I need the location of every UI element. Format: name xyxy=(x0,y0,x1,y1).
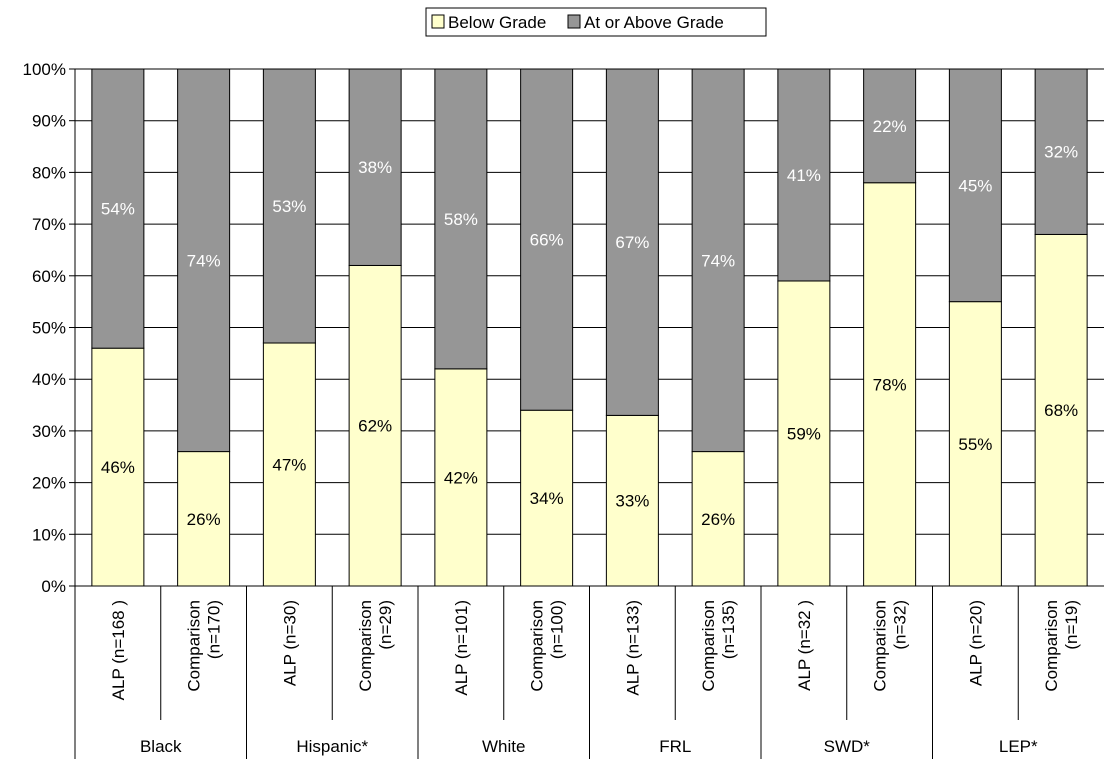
bar-at-or-above-grade xyxy=(91,68,145,349)
data-label-at-or-above-grade: 54% xyxy=(101,200,135,219)
y-tick-label: 20% xyxy=(32,474,66,493)
x-category-label: ALP (n=133) xyxy=(623,600,642,696)
x-category-label: (n=29) xyxy=(376,600,395,650)
x-category-label: Comparison xyxy=(528,600,547,692)
data-label-below-grade: 59% xyxy=(787,424,821,443)
bar-at-or-above-grade xyxy=(605,68,659,416)
y-tick-label: 100% xyxy=(23,60,66,79)
data-label-below-grade: 47% xyxy=(272,456,306,475)
bar-below-grade xyxy=(691,451,745,587)
bar-at-or-above-grade xyxy=(863,68,917,184)
data-label-below-grade: 26% xyxy=(187,510,221,529)
x-group-label: White xyxy=(482,737,525,756)
x-category-label: (n=135) xyxy=(719,600,738,659)
bar-at-or-above-grade xyxy=(177,68,231,453)
y-tick-label: 70% xyxy=(32,215,66,234)
data-label-at-or-above-grade: 74% xyxy=(187,251,221,270)
bar-below-grade xyxy=(91,347,145,587)
bars xyxy=(91,68,1088,587)
legend-label-at-or-above-grade: At or Above Grade xyxy=(584,13,724,32)
bar-at-or-above-grade xyxy=(348,68,402,266)
bar-below-grade xyxy=(434,368,488,587)
data-label-at-or-above-grade: 22% xyxy=(873,117,907,136)
y-axis-ticks: 0% 10% 20% 30% 40% 50% 60% 70% 80% 90% 100% xyxy=(23,60,75,596)
data-label-at-or-above-grade: 45% xyxy=(958,176,992,195)
x-group-label: LEP* xyxy=(999,737,1038,756)
data-label-below-grade: 78% xyxy=(873,375,907,394)
bar-at-or-above-grade xyxy=(691,68,745,453)
y-tick-label: 10% xyxy=(32,525,66,544)
x-group-label: FRL xyxy=(659,737,691,756)
legend: Below Grade At or Above Grade xyxy=(425,7,767,37)
data-label-below-grade: 55% xyxy=(958,435,992,454)
bar-at-or-above-grade xyxy=(262,68,316,344)
bar-at-or-above-grade xyxy=(520,68,574,411)
data-label-at-or-above-grade: 74% xyxy=(701,251,735,270)
x-group-label: Hispanic* xyxy=(296,737,368,756)
data-label-at-or-above-grade: 67% xyxy=(615,233,649,252)
y-tick-label: 40% xyxy=(32,370,66,389)
bar-at-or-above-grade xyxy=(948,68,1002,303)
data-label-below-grade: 34% xyxy=(530,489,564,508)
bar-labels: 46% 54% 26% 74% 47% 53% 62% 38% 42% 58% 34% 66% 33% 6… xyxy=(101,117,1078,529)
y-tick-label: 30% xyxy=(32,422,66,441)
bar-below-grade xyxy=(863,182,917,587)
data-label-below-grade: 46% xyxy=(101,458,135,477)
bar-below-grade xyxy=(348,264,402,587)
x-category-label: (n=170) xyxy=(205,600,224,659)
x-group-label: Black xyxy=(140,737,182,756)
x-category-label: ALP (n=30) xyxy=(280,600,299,686)
x-category-label: ALP (n=168 ) xyxy=(109,600,128,700)
x-category-label: ALP (n=32 ) xyxy=(795,600,814,691)
data-label-below-grade: 62% xyxy=(358,417,392,436)
x-category-label: Comparison xyxy=(871,600,890,692)
data-label-at-or-above-grade: 32% xyxy=(1044,143,1078,162)
y-tick-label: 80% xyxy=(32,163,66,182)
legend-label-below-grade: Below Grade xyxy=(448,13,546,32)
data-label-at-or-above-grade: 41% xyxy=(787,166,821,185)
y-tick-label: 90% xyxy=(32,112,66,131)
x-category-label: Comparison xyxy=(1042,600,1061,692)
x-axis-categories: ALP (n=168 ) Comparison (n=170) ALP (n=30) C… xyxy=(74,586,1081,759)
bar-at-or-above-grade xyxy=(1034,68,1088,235)
x-category-label: (n=19) xyxy=(1062,600,1081,650)
y-tick-label: 60% xyxy=(32,267,66,286)
bar-at-or-above-grade xyxy=(777,68,831,282)
x-category-label: (n=100) xyxy=(548,600,567,659)
x-category-label: Comparison xyxy=(699,600,718,692)
bar-below-grade xyxy=(520,409,574,587)
data-label-below-grade: 68% xyxy=(1044,401,1078,420)
bar-below-grade xyxy=(262,342,316,587)
bar-below-grade xyxy=(1034,233,1088,587)
bar-at-or-above-grade xyxy=(434,68,488,370)
x-category-label: ALP (n=101) xyxy=(452,600,471,696)
legend-swatch-below-grade xyxy=(431,14,445,29)
x-category-label: Comparison xyxy=(185,600,204,692)
data-label-below-grade: 26% xyxy=(701,510,735,529)
data-label-at-or-above-grade: 53% xyxy=(272,197,306,216)
data-label-at-or-above-grade: 66% xyxy=(530,231,564,250)
legend-box xyxy=(425,7,767,37)
gridlines xyxy=(75,68,1104,535)
data-label-at-or-above-grade: 58% xyxy=(444,210,478,229)
x-axis-groups: Black Hispanic* White FRL SWD* LEP* xyxy=(140,737,1038,756)
x-group-label: SWD* xyxy=(824,737,871,756)
bar-below-grade xyxy=(177,451,231,587)
x-category-label: Comparison xyxy=(356,600,375,692)
y-tick-label: 0% xyxy=(41,577,66,596)
bar-below-grade xyxy=(948,301,1002,587)
legend-swatch-at-or-above-grade xyxy=(567,14,581,29)
data-label-below-grade: 33% xyxy=(615,492,649,511)
data-label-at-or-above-grade: 38% xyxy=(358,158,392,177)
data-label-below-grade: 42% xyxy=(444,468,478,487)
x-category-label: (n=32) xyxy=(891,600,910,650)
y-tick-label: 50% xyxy=(32,319,66,338)
x-category-label: ALP (n=20) xyxy=(966,600,985,686)
